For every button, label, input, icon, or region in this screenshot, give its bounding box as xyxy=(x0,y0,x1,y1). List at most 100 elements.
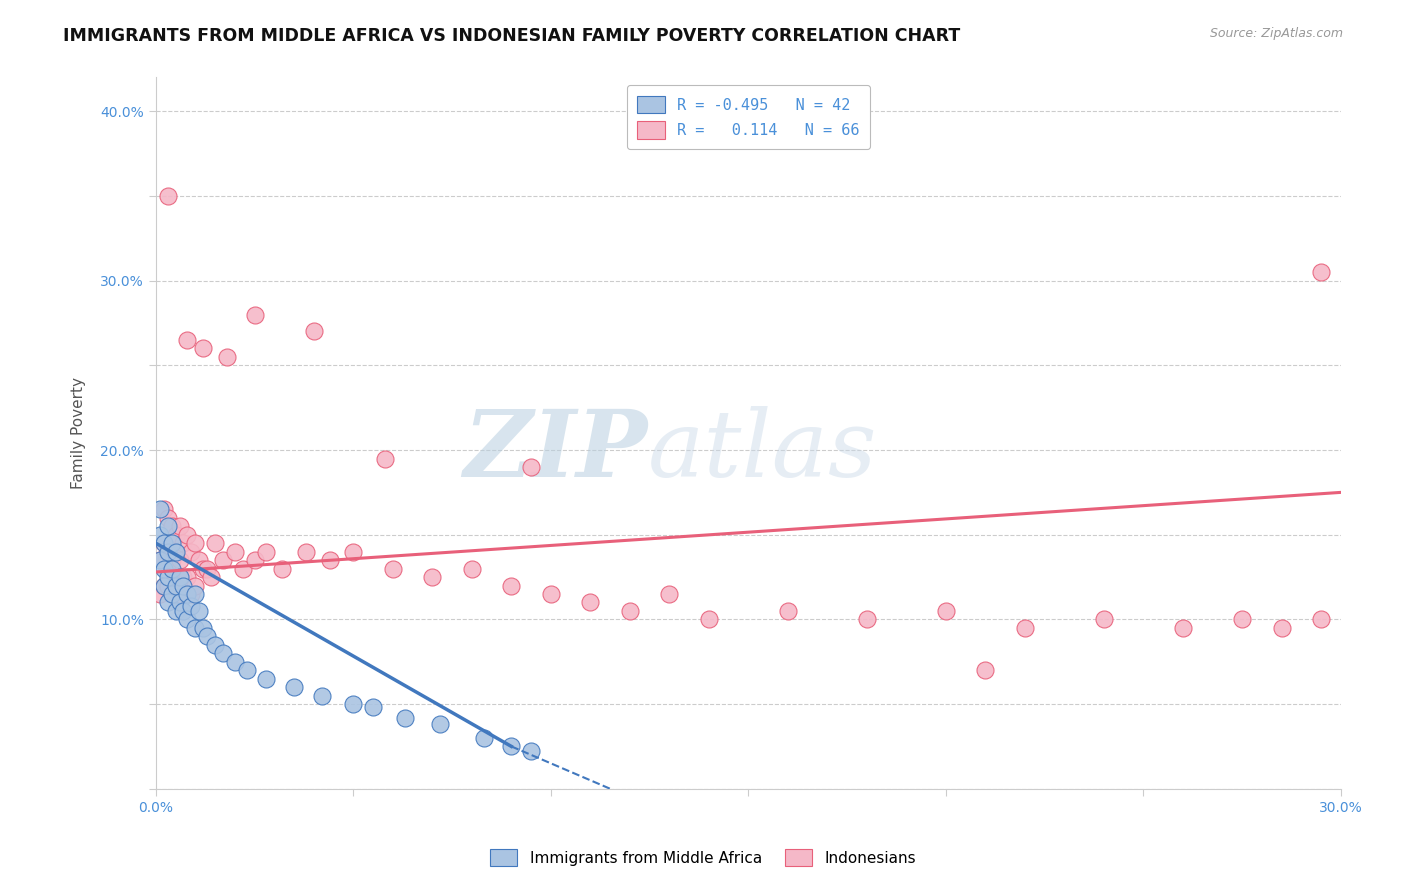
Point xyxy=(160,536,183,550)
Point xyxy=(160,561,183,575)
Point xyxy=(1092,612,1115,626)
Point xyxy=(149,587,172,601)
Point xyxy=(697,612,720,626)
Point xyxy=(200,570,222,584)
Point xyxy=(152,578,174,592)
Point xyxy=(172,604,194,618)
Point xyxy=(165,527,187,541)
Point xyxy=(180,599,202,613)
Point xyxy=(204,638,226,652)
Point xyxy=(302,325,325,339)
Point xyxy=(271,561,294,575)
Point xyxy=(520,744,543,758)
Point xyxy=(461,561,484,575)
Point xyxy=(1014,621,1036,635)
Point xyxy=(156,595,179,609)
Point xyxy=(156,578,179,592)
Point xyxy=(974,663,997,677)
Point xyxy=(318,553,340,567)
Point xyxy=(361,700,384,714)
Point xyxy=(1271,621,1294,635)
Point xyxy=(254,544,277,558)
Point xyxy=(235,663,257,677)
Point xyxy=(156,544,179,558)
Point xyxy=(540,587,562,601)
Y-axis label: Family Poverty: Family Poverty xyxy=(72,377,86,489)
Point xyxy=(243,553,266,567)
Point xyxy=(422,570,444,584)
Point xyxy=(165,544,187,558)
Point xyxy=(152,536,174,550)
Point xyxy=(176,527,198,541)
Point xyxy=(156,519,179,533)
Point xyxy=(176,570,198,584)
Point xyxy=(184,587,207,601)
Point xyxy=(193,561,215,575)
Point xyxy=(149,502,172,516)
Point xyxy=(243,308,266,322)
Point xyxy=(149,527,172,541)
Point xyxy=(295,544,318,558)
Point xyxy=(165,570,187,584)
Point xyxy=(215,350,238,364)
Point xyxy=(232,561,254,575)
Point xyxy=(165,578,187,592)
Point xyxy=(169,553,191,567)
Point xyxy=(311,689,333,703)
Point xyxy=(152,561,174,575)
Point xyxy=(169,595,191,609)
Point xyxy=(169,570,191,584)
Point xyxy=(381,561,404,575)
Point xyxy=(180,544,202,558)
Point xyxy=(176,333,198,347)
Point xyxy=(193,621,215,635)
Point xyxy=(156,570,179,584)
Point xyxy=(224,655,246,669)
Text: atlas: atlas xyxy=(648,406,877,496)
Point xyxy=(1310,265,1333,279)
Point xyxy=(149,553,172,567)
Point xyxy=(188,553,211,567)
Point xyxy=(212,553,235,567)
Point xyxy=(283,680,305,694)
Point xyxy=(224,544,246,558)
Point xyxy=(160,587,183,601)
Point xyxy=(501,578,523,592)
Point xyxy=(152,578,174,592)
Point xyxy=(501,739,523,754)
Point xyxy=(176,612,198,626)
Point xyxy=(195,629,218,643)
Point xyxy=(172,536,194,550)
Point xyxy=(149,553,172,567)
Text: ZIP: ZIP xyxy=(464,406,648,496)
Point xyxy=(658,587,681,601)
Point xyxy=(152,536,174,550)
Point xyxy=(374,451,396,466)
Point xyxy=(172,570,194,584)
Point xyxy=(1171,621,1194,635)
Point xyxy=(619,604,641,618)
Point xyxy=(204,536,226,550)
Point xyxy=(195,561,218,575)
Point xyxy=(776,604,799,618)
Point xyxy=(184,621,207,635)
Point xyxy=(184,536,207,550)
Point xyxy=(394,711,416,725)
Legend: Immigrants from Middle Africa, Indonesians: Immigrants from Middle Africa, Indonesia… xyxy=(481,839,925,875)
Text: IMMIGRANTS FROM MIDDLE AFRICA VS INDONESIAN FAMILY POVERTY CORRELATION CHART: IMMIGRANTS FROM MIDDLE AFRICA VS INDONES… xyxy=(63,27,960,45)
Point xyxy=(156,189,179,203)
Point xyxy=(160,519,183,533)
Point xyxy=(935,604,957,618)
Point xyxy=(342,544,364,558)
Point xyxy=(160,587,183,601)
Point xyxy=(193,342,215,356)
Point xyxy=(169,587,191,601)
Point xyxy=(856,612,879,626)
Point xyxy=(1232,612,1254,626)
Point xyxy=(169,519,191,533)
Point xyxy=(176,587,198,601)
Point xyxy=(579,595,602,609)
Point xyxy=(212,646,235,660)
Point xyxy=(152,502,174,516)
Point xyxy=(188,604,211,618)
